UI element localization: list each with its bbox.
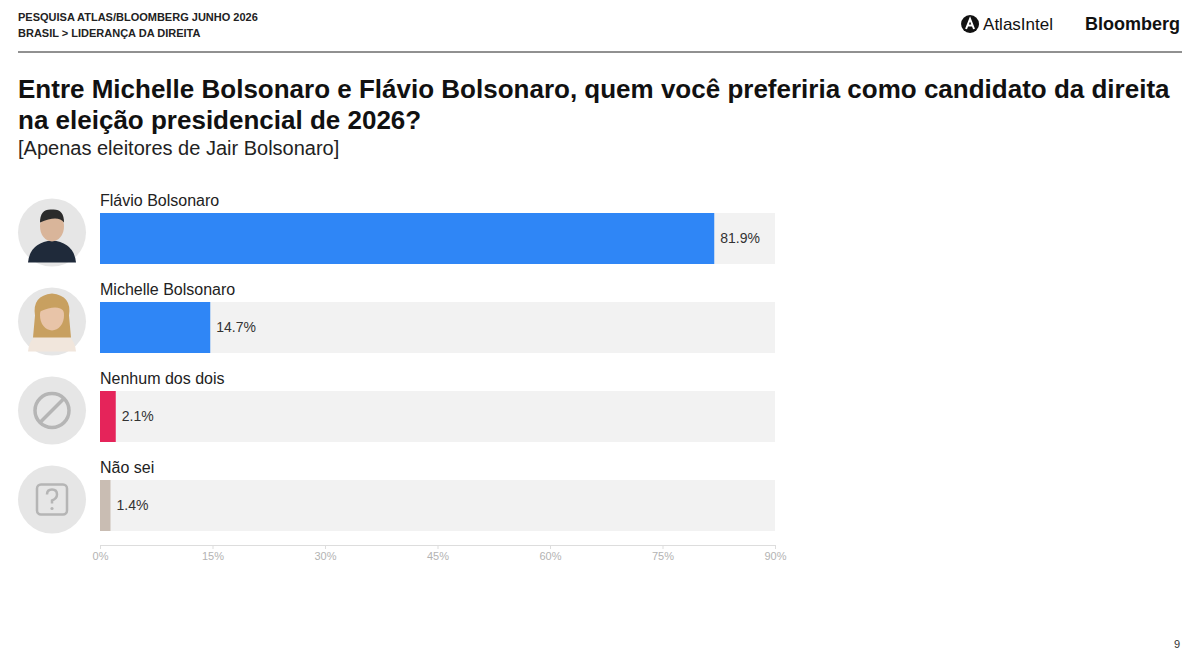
data-label: 81.9% [720, 230, 760, 246]
icon-hair [40, 298, 64, 311]
bar [100, 213, 714, 264]
bar [100, 480, 111, 531]
bar [100, 391, 116, 442]
tick: 15% [202, 545, 224, 562]
header-section: BRASIL > LIDERANÇA DA DIREITA [18, 27, 200, 39]
tick-mark [550, 545, 551, 549]
data-label: 1.4% [117, 497, 149, 513]
icon-ban-ring [35, 394, 69, 428]
icon-question-box [37, 485, 67, 515]
icon-question-glyph [47, 490, 57, 504]
tick-label: 30% [314, 550, 336, 562]
logo-atlasintel: AtlasIntel [983, 15, 1053, 34]
row-icon [18, 377, 86, 445]
tick-label: 60% [539, 550, 561, 562]
page-number: 9 [1174, 638, 1180, 650]
bar-track [100, 213, 775, 264]
tick-label: 75% [652, 550, 674, 562]
icon-hair [40, 209, 64, 222]
icon-bg [18, 287, 86, 355]
logo-bloomberg: Bloomberg [1085, 14, 1180, 34]
logo-atlas-mark [966, 19, 974, 29]
bar-track [100, 391, 775, 442]
header-source: PESQUISA ATLAS/BLOOMBERG JUNHO 2026 [18, 11, 258, 23]
tick-mark [100, 545, 101, 549]
bar-track [100, 302, 775, 353]
icon-bg [18, 466, 86, 534]
row-icon [18, 198, 86, 266]
axis-line [101, 546, 776, 550]
title-line: na eleição presidencial de 2026? [18, 105, 421, 135]
tick-mark [438, 545, 439, 549]
tick: 90% [764, 545, 786, 562]
bar-track [100, 480, 775, 531]
header-rule [18, 52, 1182, 53]
icon-question-dot [50, 507, 53, 510]
data-label: 14.7% [216, 319, 256, 335]
bar [100, 302, 210, 353]
tick-mark [213, 545, 214, 549]
tick: 45% [427, 545, 449, 562]
tick: 0% [93, 545, 109, 562]
icon-bg [18, 377, 86, 445]
bars [100, 213, 714, 531]
tracks [100, 213, 775, 531]
icon-ban-slash [40, 399, 64, 423]
x-axis: 0% 15% 30% 45% 60% 75% 90% [93, 545, 787, 562]
tick-mark [325, 545, 326, 549]
tick: 75% [652, 545, 674, 562]
tick-mark [663, 545, 664, 549]
title-line: Entre Michelle Bolsonaro e Flávio Bolson… [18, 74, 1170, 104]
tick: 60% [539, 545, 561, 562]
icon-body [28, 240, 76, 262]
category-labels: Flávio Bolsonaro Michelle Bolsonaro Nenhum… [100, 192, 235, 476]
tick: 30% [314, 545, 336, 562]
row-icon [18, 287, 86, 355]
logo-atlas-icon [961, 15, 979, 33]
tick-label: 45% [427, 550, 449, 562]
category-label: Michelle Bolsonaro [100, 281, 235, 298]
chart: PESQUISA ATLAS/BLOOMBERG JUNHO 2026 BRASI… [0, 0, 1200, 672]
category-label: Não sei [100, 459, 154, 476]
tick-mark [775, 545, 776, 549]
icon-bg [18, 198, 86, 266]
data-labels: 81.9% 14.7% 2.1% 1.4% [117, 230, 760, 513]
logo-atlas-ring [961, 15, 979, 33]
title: Entre Michelle Bolsonaro e Flávio Bolson… [18, 74, 1170, 135]
icons [18, 198, 86, 533]
tick-label: 90% [764, 550, 786, 562]
category-label: Flávio Bolsonaro [100, 192, 219, 209]
data-label: 2.1% [122, 408, 154, 424]
category-label: Nenhum dos dois [100, 370, 225, 387]
tick-label: 0% [93, 550, 109, 562]
row-icon [18, 466, 86, 534]
icon-hair-back [33, 293, 71, 337]
subtitle: [Apenas eleitores de Jair Bolsonaro] [18, 137, 339, 159]
tick-label: 15% [202, 550, 224, 562]
